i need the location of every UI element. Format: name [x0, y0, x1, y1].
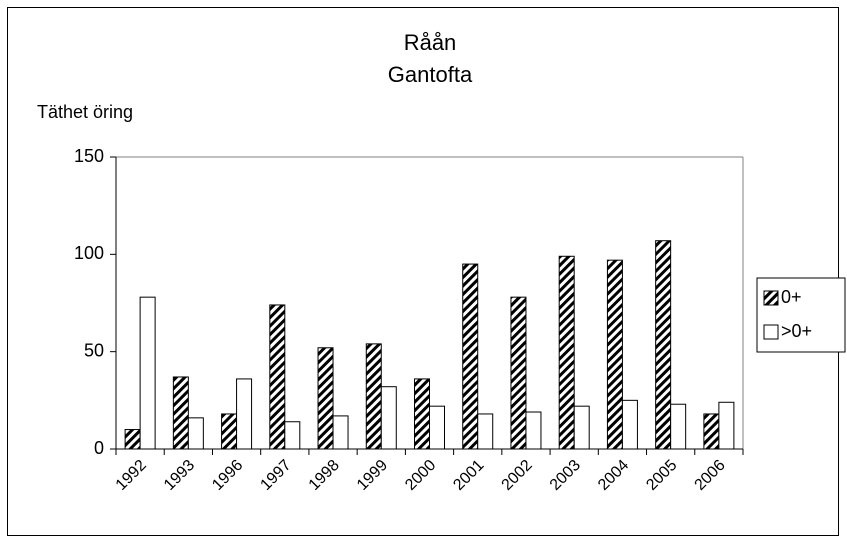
bar: [124, 429, 141, 450]
bar: [558, 255, 575, 450]
y-tick-label: 0: [94, 438, 104, 458]
bar: [655, 240, 672, 450]
legend-label: >0+: [781, 321, 812, 341]
bar: [606, 259, 623, 450]
bar: [573, 405, 590, 450]
bar: [269, 304, 286, 450]
bar: [236, 378, 253, 450]
y-axis-label: Täthet öring: [37, 102, 133, 122]
bar: [365, 343, 382, 450]
chart-title: Råån: [404, 30, 457, 55]
bar: [172, 376, 189, 450]
bar: [187, 417, 204, 450]
legend-label: 0+: [781, 287, 802, 307]
bar: [429, 405, 445, 450]
bar: [477, 413, 494, 450]
y-tick-label: 50: [84, 340, 104, 360]
legend-box: [756, 277, 846, 353]
bar: [525, 411, 542, 450]
legend-swatch: [763, 290, 779, 306]
bar: [718, 401, 735, 450]
bar: [221, 413, 238, 450]
bar: [703, 413, 720, 450]
bar: [670, 403, 687, 450]
y-tick-label: 150: [74, 146, 104, 166]
bar: [139, 296, 156, 450]
bar: [414, 378, 430, 450]
bar: [380, 386, 397, 450]
bar: [284, 421, 301, 450]
bar: [621, 399, 638, 450]
bar: [332, 415, 349, 450]
chart-subtitle: Gantofta: [388, 62, 473, 87]
legend-swatch: [763, 324, 779, 340]
y-tick-label: 100: [74, 243, 104, 263]
bar: [317, 347, 334, 450]
bar: [462, 263, 479, 450]
bar: [510, 296, 527, 450]
